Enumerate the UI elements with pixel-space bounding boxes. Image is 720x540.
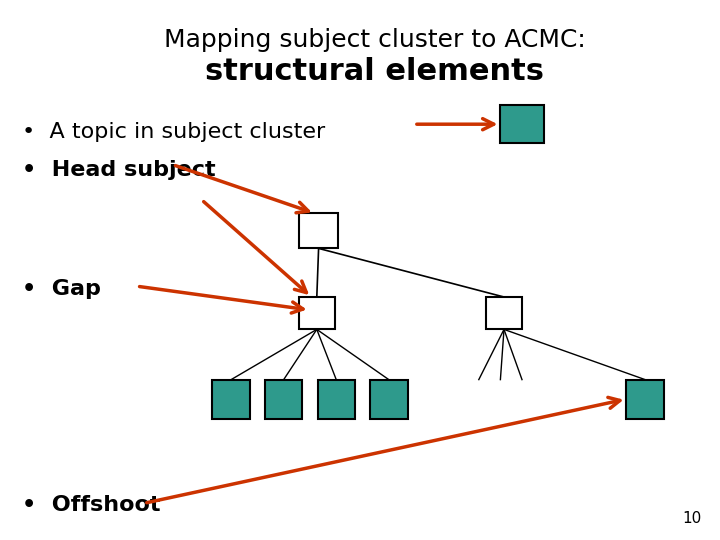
Bar — [212, 380, 250, 419]
Bar — [370, 380, 408, 419]
Bar — [486, 297, 522, 329]
Text: 10: 10 — [683, 511, 702, 526]
Bar — [318, 380, 355, 419]
Bar — [299, 213, 338, 248]
Bar — [299, 297, 335, 329]
Bar — [500, 105, 544, 143]
Text: •  A topic in subject cluster: • A topic in subject cluster — [22, 122, 325, 143]
Text: structural elements: structural elements — [205, 57, 544, 86]
Bar — [265, 380, 302, 419]
Text: •  Offshoot: • Offshoot — [22, 495, 160, 515]
Text: •  Head subject: • Head subject — [22, 160, 215, 180]
Text: Mapping subject cluster to ACMC:: Mapping subject cluster to ACMC: — [163, 29, 585, 52]
Text: •  Gap: • Gap — [22, 279, 101, 299]
Bar — [626, 380, 664, 419]
